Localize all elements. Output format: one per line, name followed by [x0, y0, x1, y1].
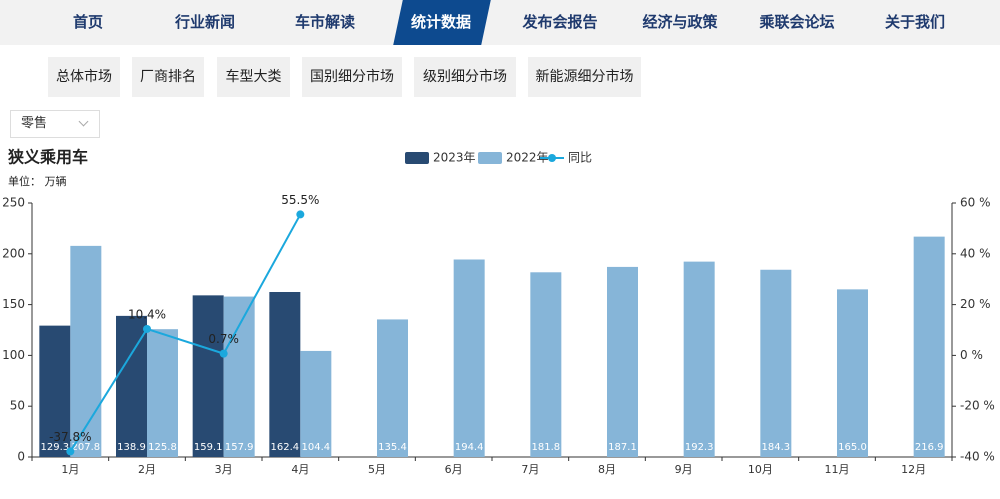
bar	[453, 259, 485, 457]
dropdown-label: 零售	[21, 116, 48, 131]
line-value-label: 10.4%	[128, 307, 166, 321]
bar	[683, 261, 715, 457]
y-tick-label: 50	[10, 399, 25, 413]
x-tick-label: 11月	[825, 463, 850, 476]
legend-label: 同比	[568, 151, 592, 165]
bar	[530, 272, 562, 457]
y2-tick-label: -40 %	[960, 450, 995, 464]
nav-item[interactable]: 经济与政策	[642, 13, 718, 31]
line-point	[296, 210, 305, 219]
nav-item[interactable]: 乘联会论坛	[759, 13, 835, 31]
dropdown[interactable]: 零售	[10, 110, 100, 138]
line-point	[143, 324, 151, 333]
bar-value-label: 162.4	[271, 442, 300, 453]
legend-label: 2022年	[506, 151, 549, 165]
tab[interactable]: 新能源细分市场	[528, 57, 641, 97]
bar-value-label: 165.0	[838, 442, 867, 453]
bar	[837, 289, 868, 457]
line	[69, 213, 302, 452]
bar	[377, 319, 408, 457]
y-tick-label: 100	[2, 348, 25, 362]
x-tick-label: 1月	[61, 463, 79, 476]
chart: 狭义乘用车 单位： 万辆 0 50 100 150 200 250 -40 % -20 % 0 …	[2, 148, 995, 477]
x-tick-label: 2月	[138, 463, 156, 476]
bar-value-label: 194.4	[455, 442, 484, 453]
bar-value-label: 135.4	[378, 442, 407, 453]
x-tick-label: 7月	[521, 463, 539, 476]
y2-tick-label: -20 %	[960, 399, 995, 413]
bar-value-label: 181.8	[532, 442, 561, 453]
bar	[760, 269, 792, 457]
tab[interactable]: 厂商排名	[132, 57, 204, 97]
line-value-label: 0.7%	[208, 332, 239, 346]
line-point	[66, 447, 75, 456]
y-tick-label: 200	[2, 246, 25, 260]
tab[interactable]: 级别细分市场	[414, 57, 516, 97]
x-tick-label: 3月	[215, 463, 233, 476]
bar-value-label: 104.4	[302, 442, 331, 453]
x-tick-label: 12月	[901, 463, 926, 476]
legend-marker	[548, 154, 556, 162]
bar-value-label: 216.9	[915, 442, 944, 453]
nav-item[interactable]: 发布会报告	[522, 13, 598, 31]
y-tick-label: 250	[2, 196, 25, 210]
x-tick-label: 9月	[675, 463, 693, 476]
chart-title: 狭义乘用车	[7, 148, 88, 167]
bar	[192, 295, 224, 457]
tab[interactable]: 车型大类	[217, 57, 290, 97]
x-tick-label: 10月	[748, 463, 773, 476]
bar	[269, 292, 301, 457]
y-tick-label: 150	[2, 297, 25, 311]
y-tick-label: 0	[17, 450, 25, 464]
bar	[913, 236, 945, 457]
bar-value-label: 157.9	[225, 442, 254, 453]
chart-subtitle: 单位： 万辆	[8, 174, 67, 188]
bar	[147, 329, 178, 457]
bar-value-label: 129.3	[41, 442, 70, 453]
dropdown-arrow	[78, 116, 89, 127]
line-value-label: 55.5%	[281, 193, 319, 207]
nav-item[interactable]: 首页	[72, 13, 104, 31]
x-tick-label: 6月	[445, 463, 463, 476]
x-tick-label: 5月	[368, 463, 386, 476]
x-tick-label: 4月	[291, 463, 309, 476]
y2-tick-label: 20 %	[960, 297, 991, 311]
bar-value-label: 138.9	[117, 442, 146, 453]
bar-value-label: 184.3	[762, 442, 791, 453]
bar	[70, 245, 102, 457]
y2-tick-label: 0 %	[960, 348, 983, 362]
bar	[39, 325, 71, 457]
nav-item[interactable]: 行业新闻	[174, 13, 236, 31]
nav-item[interactable]: 统计数据	[410, 13, 472, 31]
bar	[116, 315, 147, 457]
legend-swatch	[405, 152, 429, 164]
bar-value-label: 125.8	[148, 442, 177, 453]
line-point	[219, 349, 228, 358]
x-tick-label: 8月	[598, 463, 616, 476]
y2-tick-label: 60 %	[960, 196, 991, 210]
bar-value-label: 207.8	[72, 442, 101, 453]
bar-value-label: 159.1	[194, 442, 223, 453]
nav-item[interactable]: 车市解读	[294, 13, 356, 31]
tab[interactable]: 国别细分市场	[302, 57, 402, 97]
bar	[607, 266, 638, 457]
bar-value-label: 187.1	[608, 442, 637, 453]
tab[interactable]: 总体市场	[48, 57, 120, 97]
bar	[300, 350, 332, 457]
nav-item[interactable]: 关于我们	[884, 13, 946, 31]
line-value-label: -37.8%	[49, 430, 91, 444]
legend-swatch	[478, 152, 502, 164]
bar	[223, 296, 255, 457]
legend-label: 2023年	[433, 151, 476, 165]
y2-tick-label: 40 %	[960, 246, 991, 260]
nav-bar: 首页 行业新闻 车市解读 统计数据 发布会报告 经济与政策 乘联会论坛 关于我们	[0, 0, 1000, 45]
bar-value-label: 192.3	[685, 442, 714, 453]
